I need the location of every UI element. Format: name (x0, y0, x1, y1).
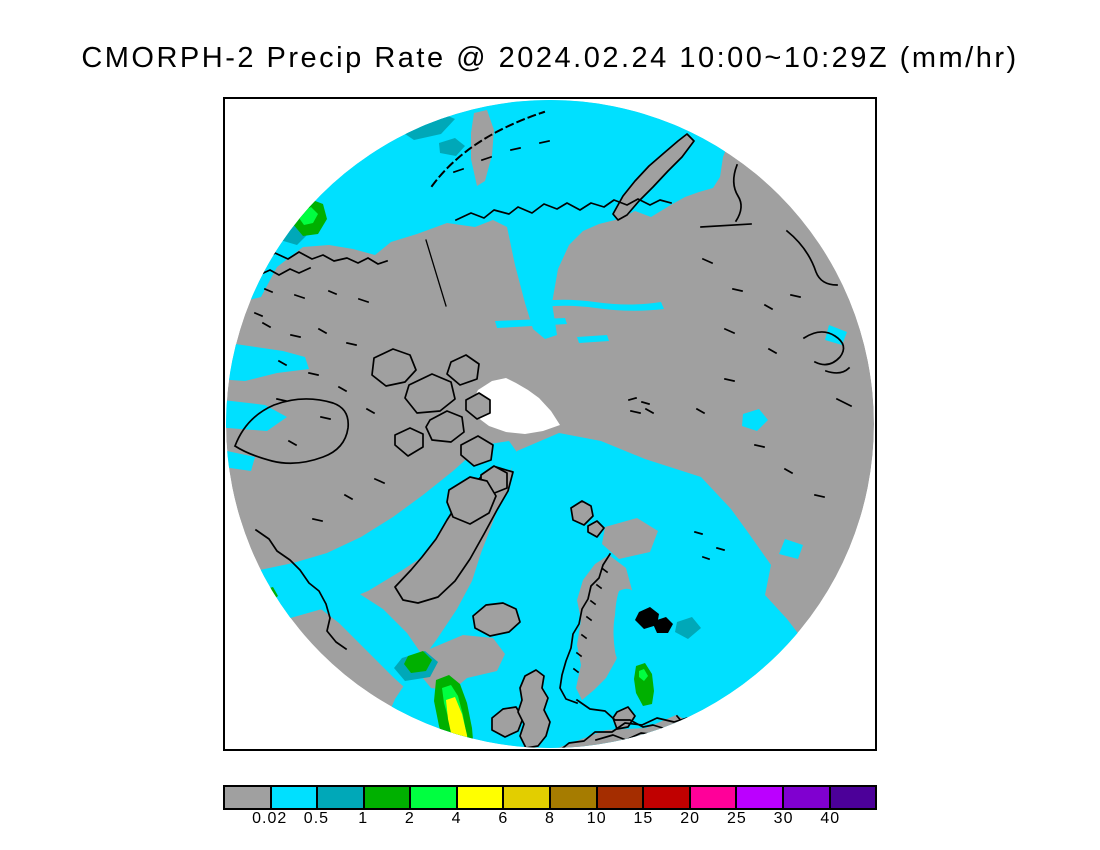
colorbar-tick-label: 0.5 (303, 810, 330, 827)
barents-islets (693, 530, 726, 561)
white-sea-cluster (802, 331, 845, 366)
page-title: CMORPH-2 Precip Rate @ 2024.02.24 10:00~… (81, 42, 1019, 74)
alaska-coast-2 (257, 266, 312, 277)
colorbar-cell (457, 787, 505, 808)
colorbar-tick-label: 6 (498, 810, 509, 827)
colorbar-cell (690, 787, 738, 808)
colorbar-tick-label: 25 (726, 810, 747, 827)
colorbar-tick-label: 0.02 (252, 810, 288, 827)
canada-interior-specks (261, 321, 386, 523)
colorbar-tick-label: 40 (820, 810, 841, 827)
island-novaya-zemlya (612, 133, 695, 221)
european-coast (556, 717, 698, 748)
colorbar-tick-label: 20 (680, 810, 701, 827)
colorbar-ticks: 0.02 0.5 1 2 4 6 8 10 15 20 25 30 40 (223, 810, 877, 832)
hudson-bay-coast (233, 398, 350, 465)
colorbar-tick-label: 8 (545, 810, 555, 827)
finland-lakes (635, 607, 673, 633)
arc-islet-dots (452, 139, 551, 174)
franz-josef-specks (627, 396, 655, 415)
colorbar (223, 785, 877, 810)
colorbar-tick-label: 1 (358, 810, 369, 827)
colorbar-cell (783, 787, 831, 808)
colorbar-tick-label: 15 (633, 810, 654, 827)
white-sea-cluster-2 (824, 366, 851, 374)
colorbar-cell (411, 787, 458, 808)
great-britain-outline (517, 669, 551, 748)
iceland-outline (472, 602, 521, 637)
svalbard-outline-2 (587, 520, 605, 538)
new-siberian-arc (430, 110, 546, 188)
ob-gulf-line (732, 163, 742, 223)
colorbar-cell (225, 787, 272, 808)
colorbar-cell (737, 787, 784, 808)
meridian-border-line (425, 239, 447, 307)
russia-line-horizontal (700, 223, 752, 228)
colorbar-cell (504, 787, 552, 808)
colorbar-cell (597, 787, 645, 808)
russia-mark (835, 397, 853, 408)
canadian-archipelago (371, 348, 508, 525)
colorbar-tick-label: 10 (586, 810, 607, 827)
svalbard-outline (570, 500, 594, 526)
norway-fjord-specks (572, 567, 609, 674)
polar-map-svg (226, 100, 874, 748)
colorbar-cell (271, 787, 319, 808)
colorbar-tick-label: 30 (773, 810, 794, 827)
siberian-coast (454, 198, 673, 222)
ireland-outline (491, 706, 524, 738)
map-frame (223, 97, 877, 751)
alaska-lake-specks (253, 287, 370, 318)
colorbar-cell (551, 787, 598, 808)
russia-coast-curve (785, 229, 838, 286)
colorbar-cell (644, 787, 691, 808)
labrador-coast (254, 528, 348, 651)
chukotka-coast (226, 285, 249, 299)
baltic-south-coast (575, 698, 678, 738)
colorbar-cell (830, 787, 876, 808)
precip-trace-regions-overlay (613, 588, 637, 661)
siberia-interior-specks (695, 257, 826, 499)
island-north-of-strait (694, 119, 712, 135)
colorbar-tick-label: 4 (451, 810, 462, 827)
polar-no-data-patch (470, 378, 560, 434)
colorbar-cell (364, 787, 412, 808)
colorbar-cell (318, 787, 365, 808)
colorbar-tick-label: 2 (404, 810, 415, 827)
norway-coast (559, 552, 612, 705)
